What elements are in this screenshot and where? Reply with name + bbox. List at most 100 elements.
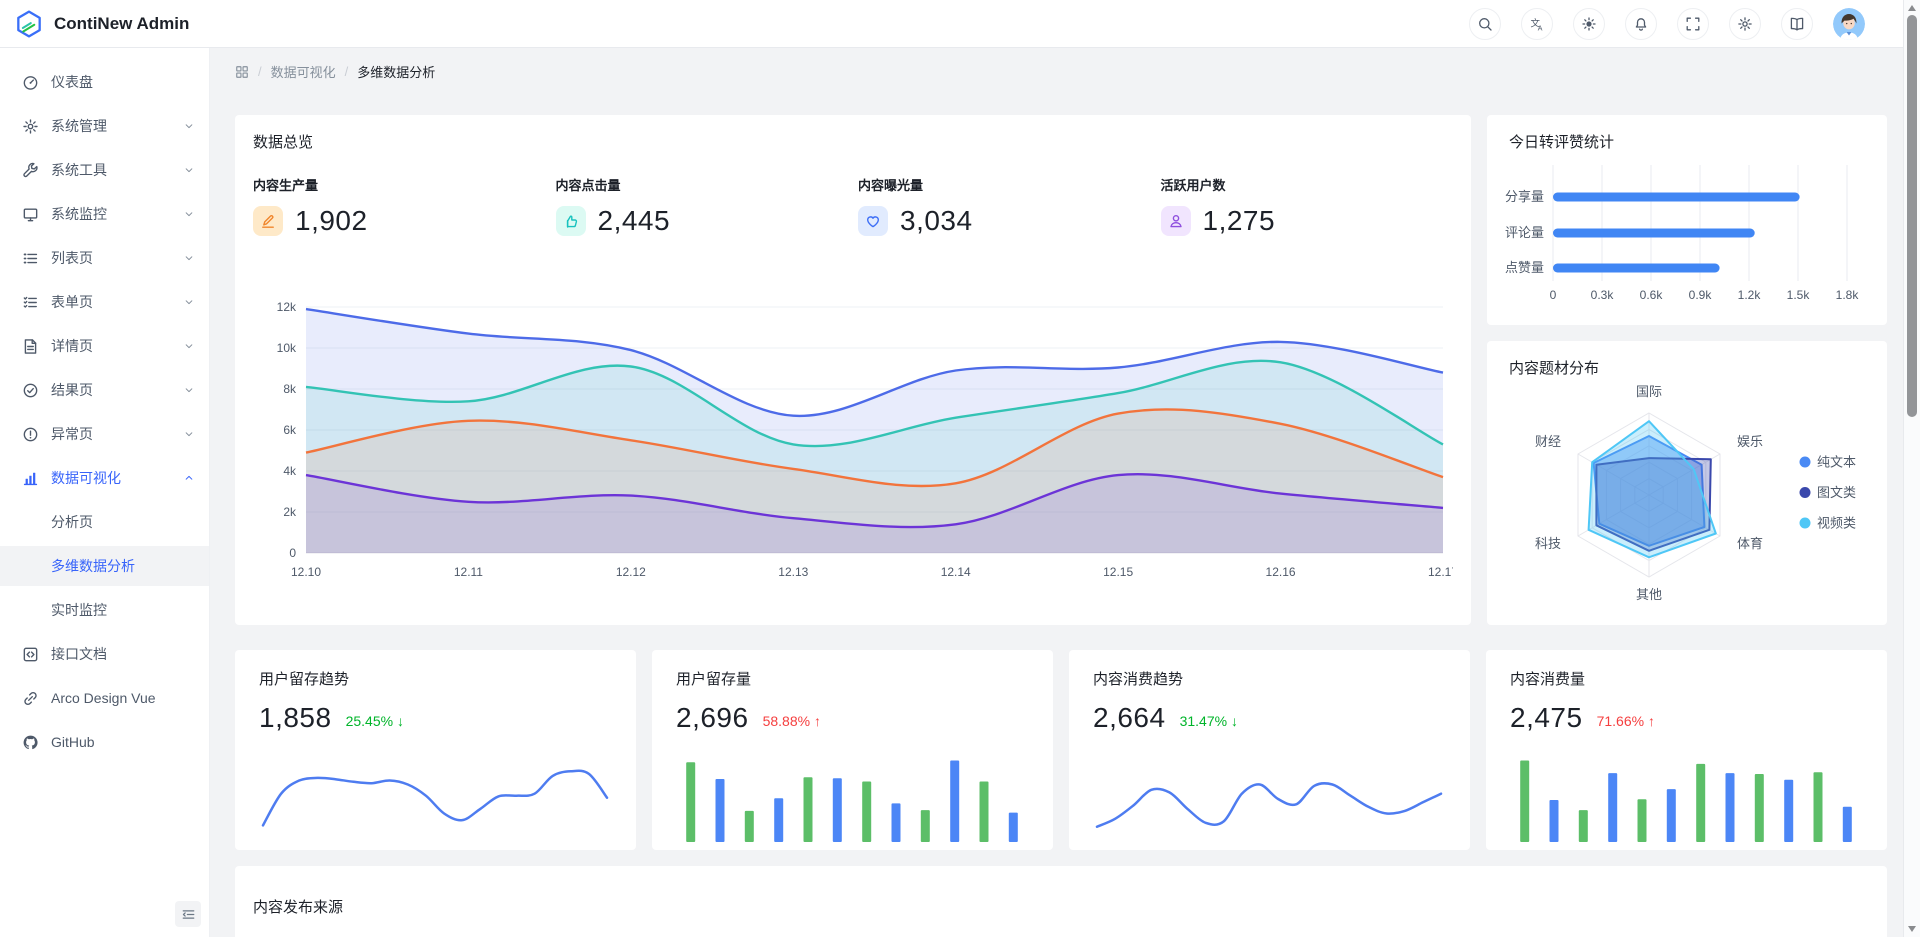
sidebar-item-arco-design-vue[interactable]: Arco Design Vue xyxy=(0,678,209,718)
sidebar-item-list-page[interactable]: 列表页 xyxy=(0,238,209,278)
metric-card-content-consumption-volume: 内容消费量 2,475 71.66% ↑ xyxy=(1486,650,1887,850)
sidebar-subitem-multi-dimension-analysis[interactable]: 多维数据分析 xyxy=(0,546,209,586)
sidebar-item-system-monitor[interactable]: 系统监控 xyxy=(0,194,209,234)
pencil-icon xyxy=(253,206,283,236)
notification-button[interactable] xyxy=(1625,8,1657,40)
sidebar-item-form-page[interactable]: 表单页 xyxy=(0,282,209,322)
series-orange-area xyxy=(306,409,1443,553)
svg-text:图文类: 图文类 xyxy=(1817,485,1856,500)
svg-text:12.13: 12.13 xyxy=(778,565,808,579)
metric-delta: 25.45% ↓ xyxy=(345,713,404,729)
sidebar-item-label: 结果页 xyxy=(51,382,93,398)
today-bar-chart: 0 0.3k 0.6k 0.9k 1.2k 1.5k 1.8k 分享量 评论量 点赞量 xyxy=(1495,153,1879,319)
stat-label: 内容曝光量 xyxy=(858,178,924,193)
breadcrumb-item-current: 多维数据分析 xyxy=(357,65,436,80)
chevron-down-icon xyxy=(183,296,195,308)
svg-text:12.16: 12.16 xyxy=(1266,565,1296,579)
metric-card-user-retention-volume: 用户留存量 2,696 58.88% ↑ xyxy=(652,650,1053,850)
metric-card-title: 用户留存趋势 xyxy=(259,671,350,688)
sidebar-menu: 仪表盘系统管理系统工具系统监控列表页表单页详情页结果页异常页数据可视化分析页多维… xyxy=(0,48,209,762)
svg-text:纯文本: 纯文本 xyxy=(1817,455,1856,470)
today-stats-card: 今日转评赞统计 0 0.3k 0.6k 0.9k 1.2k 1.5k 1.8k 分享量 评论量点… xyxy=(1487,115,1887,325)
detail-icon xyxy=(22,338,39,355)
scrollbar-down-arrow[interactable] xyxy=(1908,926,1916,932)
sidebar-item-label: 系统管理 xyxy=(51,118,107,134)
overview-area-chart: 0 2k 4k 6k 8k 10k 12k 12.10 12.11 12.12 12.13 12.14… xyxy=(253,287,1459,602)
link-icon xyxy=(22,690,39,707)
svg-text:8k: 8k xyxy=(283,382,297,396)
topics-card-title: 内容题材分布 xyxy=(1509,360,1600,377)
stat-content-exposure: 内容曝光量 3,034 xyxy=(858,175,1161,237)
scrollbar-thumb[interactable] xyxy=(1907,15,1917,417)
docs-button[interactable] xyxy=(1781,8,1813,40)
metric-value: 1,858 xyxy=(259,702,332,733)
topics-radar-chart: 国际 娱乐 体育 其他 科技 财经 纯文本 图文类 视频类 xyxy=(1487,381,1887,621)
sidebar-item-dashboard[interactable]: 仪表盘 xyxy=(0,62,209,102)
svg-text:A: A xyxy=(1538,26,1543,33)
search-button[interactable] xyxy=(1469,8,1501,40)
topic-distribution-card: 内容题材分布 国际 娱乐 体育 其他 科技 财经 纯文本 图文类 视频类 xyxy=(1487,341,1887,625)
sidebar-item-data-visualization[interactable]: 数据可视化 xyxy=(0,458,209,498)
docs-icon xyxy=(1789,16,1805,32)
metric-chart-bars xyxy=(676,752,1028,842)
sidebar-item-label: 表单页 xyxy=(51,294,93,310)
main-content: / 数据可视化 / 多维数据分析 数据总览 内容生产量 1,902 内容点击量 2,4… xyxy=(210,48,1903,937)
scrollbar-up-arrow[interactable] xyxy=(1908,5,1916,11)
sidebar-item-label: 列表页 xyxy=(51,250,93,266)
page-scrollbar[interactable] xyxy=(1903,0,1920,937)
bar-分享量 xyxy=(1553,192,1800,202)
pencil-glyph xyxy=(260,213,276,229)
overview-card-title: 数据总览 xyxy=(253,134,314,151)
svg-text:1.8k: 1.8k xyxy=(1836,288,1860,302)
sidebar-subitem-analysis-page[interactable]: 分析页 xyxy=(51,514,93,530)
app-logo[interactable]: ContiNew Admin xyxy=(14,9,189,39)
result-icon xyxy=(22,382,39,399)
metric-value: 2,664 xyxy=(1093,702,1166,733)
sidebar-collapse-button[interactable] xyxy=(175,901,201,927)
sidebar-item-label: 数据可视化 xyxy=(51,470,121,486)
svg-text:4k: 4k xyxy=(283,464,297,478)
stat-value: 2,445 xyxy=(597,205,671,236)
settings-icon xyxy=(1737,16,1753,32)
sidebar-item-detail-page[interactable]: 详情页 xyxy=(0,326,209,366)
series-blue-area xyxy=(306,309,1443,553)
sidebar-item-system-management[interactable]: 系统管理 xyxy=(0,106,209,146)
sidebar-item-api-docs[interactable]: 接口文档 xyxy=(0,634,209,674)
stat-label: 内容点击量 xyxy=(555,178,621,193)
sidebar-item-exception-page[interactable]: 异常页 xyxy=(0,414,209,454)
notification-icon xyxy=(1633,16,1649,32)
fullscreen-icon xyxy=(1685,16,1701,32)
sidebar-item-result-page[interactable]: 结果页 xyxy=(0,370,209,410)
sidebar-item-label: 系统工具 xyxy=(51,162,107,178)
chevron-down-icon xyxy=(183,252,195,264)
api-icon xyxy=(22,646,39,663)
breadcrumb-item-data-visualization[interactable]: 数据可视化 xyxy=(270,65,336,80)
user-glyph xyxy=(1168,213,1184,229)
bar-点赞量 xyxy=(1553,263,1720,273)
sidebar-subitem-realtime-monitor[interactable]: 实时监控 xyxy=(51,602,107,618)
radar-series-图文类 xyxy=(1595,457,1712,552)
sidebar-item-system-tools[interactable]: 系统工具 xyxy=(0,150,209,190)
svg-text:12.17: 12.17 xyxy=(1428,565,1453,579)
logo-hexagon-icon xyxy=(14,9,44,39)
sidebar: 仪表盘系统管理系统工具系统监控列表页表单页详情页结果页异常页数据可视化分析页多维… xyxy=(0,48,210,937)
sidebar-item-label: 仪表盘 xyxy=(51,74,93,90)
settings-button[interactable] xyxy=(1729,8,1761,40)
stat-label: 活跃用户数 xyxy=(1160,178,1226,193)
user-avatar[interactable] xyxy=(1833,8,1865,40)
metric-value: 2,696 xyxy=(676,702,749,733)
svg-text:其他: 其他 xyxy=(1636,587,1662,602)
apps-grid-icon[interactable] xyxy=(235,65,249,79)
dashboard-icon xyxy=(22,74,39,91)
fullscreen-button[interactable] xyxy=(1677,8,1709,40)
sidebar-item-github[interactable]: GitHub xyxy=(0,722,209,762)
theme-button[interactable] xyxy=(1573,8,1605,40)
metric-chart-bars xyxy=(1510,752,1862,842)
app-title: ContiNew Admin xyxy=(54,13,190,33)
svg-text:12.12: 12.12 xyxy=(616,565,646,579)
chevron-down-icon xyxy=(183,384,195,396)
